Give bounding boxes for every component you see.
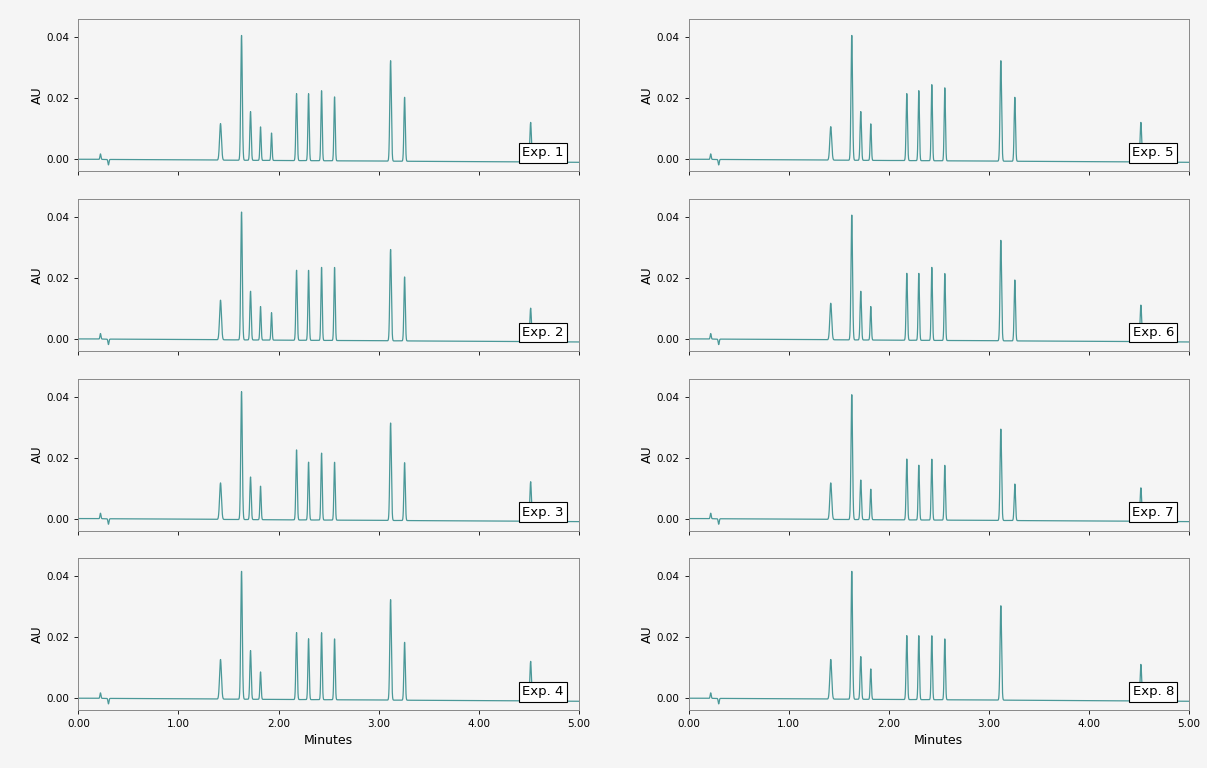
Text: Exp. 5: Exp. 5 bbox=[1132, 146, 1174, 159]
X-axis label: Minutes: Minutes bbox=[304, 733, 354, 746]
Text: Exp. 3: Exp. 3 bbox=[523, 505, 564, 518]
Text: Exp. 1: Exp. 1 bbox=[523, 146, 564, 159]
Y-axis label: AU: AU bbox=[30, 625, 43, 643]
Y-axis label: AU: AU bbox=[30, 445, 43, 463]
Y-axis label: AU: AU bbox=[30, 87, 43, 104]
X-axis label: Minutes: Minutes bbox=[914, 733, 963, 746]
Text: Exp. 8: Exp. 8 bbox=[1132, 685, 1174, 698]
Y-axis label: AU: AU bbox=[641, 266, 654, 284]
Text: Exp. 6: Exp. 6 bbox=[1132, 326, 1174, 339]
Text: Exp. 7: Exp. 7 bbox=[1132, 505, 1174, 518]
Text: Exp. 2: Exp. 2 bbox=[523, 326, 564, 339]
Y-axis label: AU: AU bbox=[641, 87, 654, 104]
Y-axis label: AU: AU bbox=[641, 445, 654, 463]
Y-axis label: AU: AU bbox=[30, 266, 43, 284]
Y-axis label: AU: AU bbox=[641, 625, 654, 643]
Text: Exp. 4: Exp. 4 bbox=[523, 685, 564, 698]
